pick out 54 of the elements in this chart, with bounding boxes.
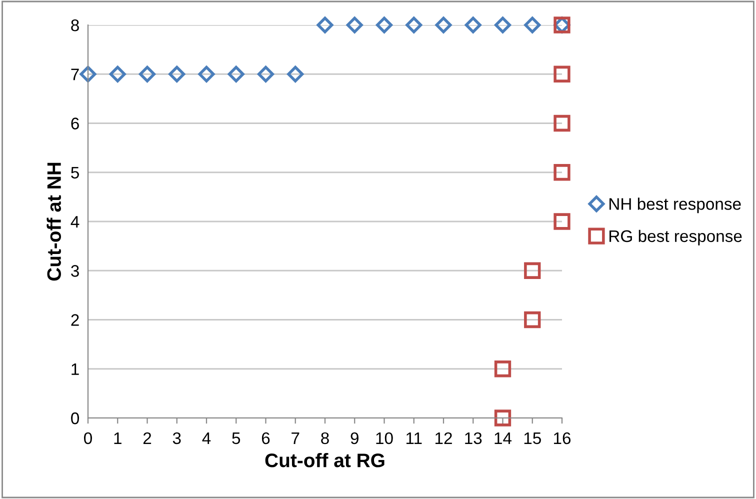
point <box>554 213 570 230</box>
legend-label: RG best response <box>610 230 742 246</box>
point <box>524 311 541 328</box>
point <box>406 16 422 34</box>
x-tick-label: 0 <box>84 432 92 444</box>
x-tick-label: 5 <box>232 432 240 444</box>
point <box>494 410 512 426</box>
y-tick-label: 5 <box>71 166 79 179</box>
x-tick-label: 4 <box>202 432 211 444</box>
x-tick-label: 9 <box>350 432 358 444</box>
x-tick-label: 7 <box>292 432 300 444</box>
y-axis-title: Cut-off at NH <box>46 162 61 281</box>
x-tick-label: 11 <box>406 432 422 444</box>
x-tick-label: 13 <box>465 432 482 444</box>
point <box>346 16 363 34</box>
point <box>376 16 393 34</box>
point <box>109 66 126 82</box>
point <box>228 66 244 82</box>
point <box>168 66 186 82</box>
point <box>316 16 334 34</box>
x-tick-label: 12 <box>436 432 452 444</box>
y-tick-label: 2 <box>71 314 79 326</box>
point <box>80 66 96 82</box>
y-tick-label: 0 <box>71 412 80 424</box>
y-tick-label: 7 <box>71 68 79 80</box>
point <box>198 66 215 82</box>
x-tick-label: 8 <box>321 432 329 444</box>
legend-label: NH best response <box>610 198 741 214</box>
x-axis-title: Cut-off at RG <box>265 452 384 468</box>
y-tick-label: 4 <box>70 216 80 228</box>
y-tick-label: 1 <box>72 363 79 375</box>
point <box>494 360 512 378</box>
x-tick-label: 1 <box>114 432 122 444</box>
y-tick-label: 3 <box>71 265 79 277</box>
x-tick-label: 2 <box>143 432 152 444</box>
point <box>287 66 304 82</box>
y-tick-label: 8 <box>71 19 79 32</box>
point <box>554 164 570 181</box>
x-tick-label: 6 <box>262 432 270 444</box>
x-tick-label: 15 <box>524 432 541 444</box>
point <box>138 66 156 82</box>
x-tick-label: 3 <box>172 432 181 444</box>
point <box>524 16 541 34</box>
y-tick-label: 6 <box>71 118 79 130</box>
x-tick-label: 14 <box>494 432 512 444</box>
point <box>435 16 452 34</box>
point <box>494 16 512 34</box>
x-tick-label: 10 <box>376 432 393 444</box>
point <box>524 262 541 279</box>
point <box>554 114 570 132</box>
point <box>554 66 570 82</box>
x-tick-label: 16 <box>554 432 571 444</box>
point <box>464 16 482 34</box>
point <box>257 66 274 82</box>
